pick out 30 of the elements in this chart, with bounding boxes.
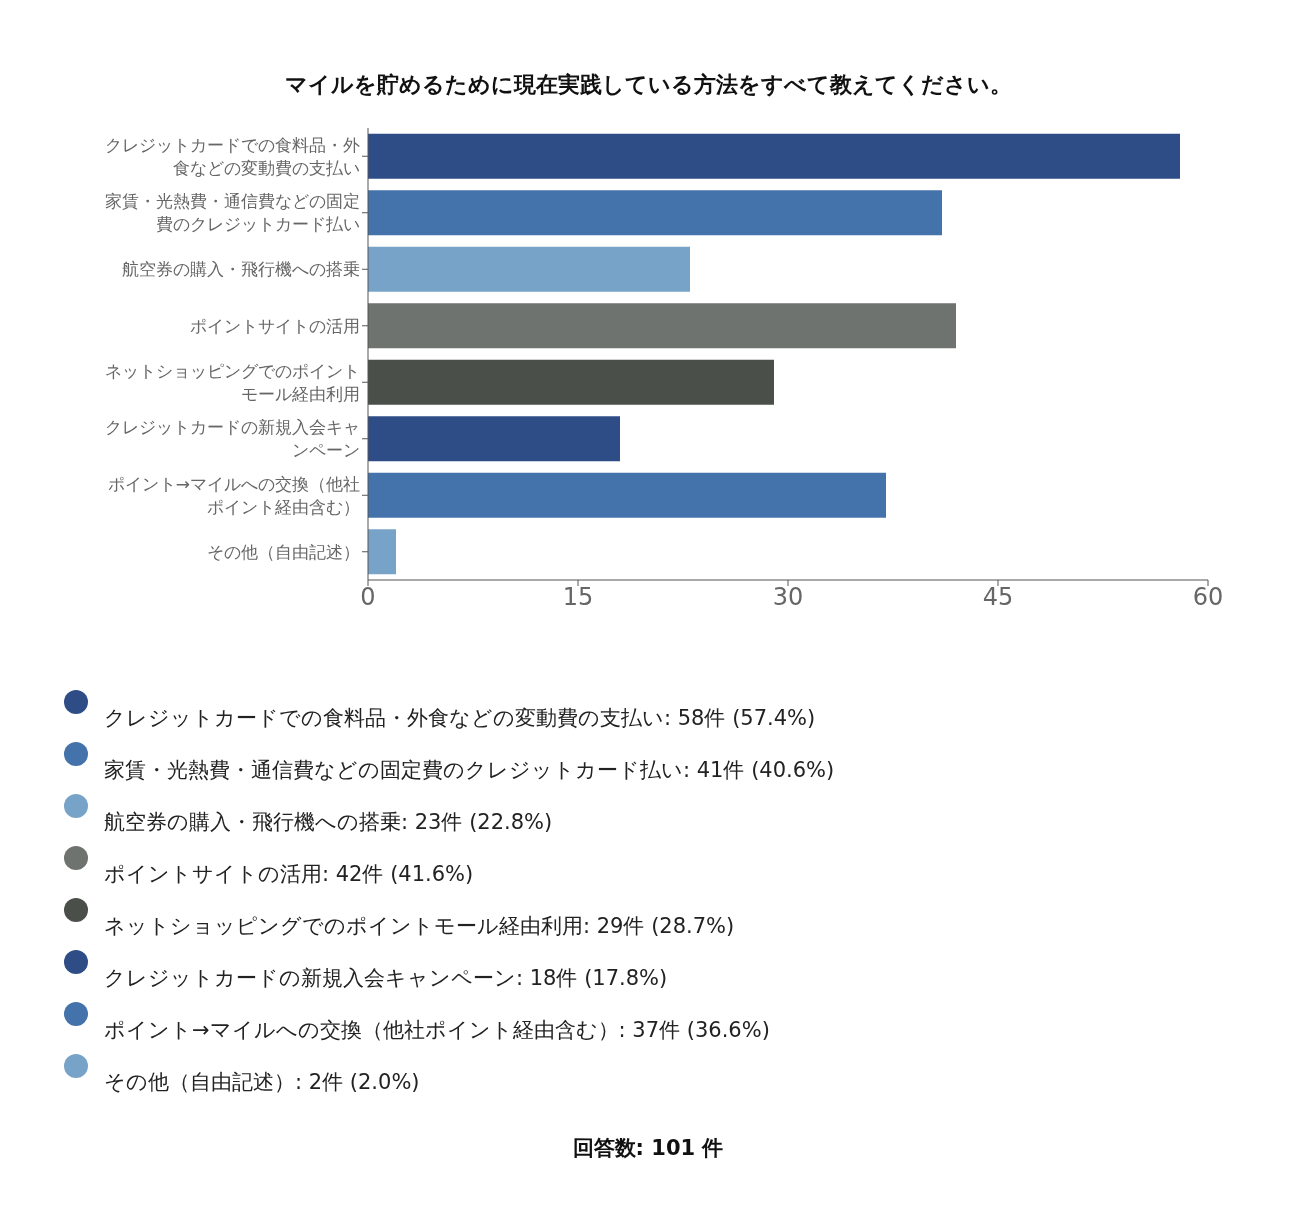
y-tick-label: クレジットカードの新規入会キャンペーン — [105, 417, 360, 461]
y-tick-label: クレジットカードでの食料品・外食などの変動費の支払い — [105, 134, 360, 178]
text: その他（自由記述）: 2件 (2.0%) — [104, 1069, 420, 1096]
y-tick-label: 航空券の購入・飛行機への搭乗 — [122, 259, 360, 280]
y-tick-label: その他（自由記述） — [207, 541, 360, 562]
x-tick-label: 60 — [1192, 583, 1224, 612]
x-tick-label: 15 — [562, 583, 594, 612]
bar — [368, 529, 396, 575]
bar — [368, 246, 690, 292]
y-tick-label: ポイントサイトの活用 — [190, 315, 360, 336]
bar — [368, 190, 942, 236]
y-tick-label: ネットショッピングでのポイントモール経由利用 — [105, 360, 360, 404]
x-tick-label: 0 — [360, 583, 376, 612]
chart-title: マイルを貯めるために現在実践している方法をすべて教えてください。 — [283, 71, 1013, 99]
text: ネットショッピングでのポイントモール経由利用: 29件 (28.7%) — [104, 913, 735, 940]
bar — [368, 303, 956, 349]
bar — [368, 472, 886, 518]
text: 航空券の購入・飛行機への搭乗: 23件 (22.8%) — [104, 809, 553, 836]
x-tick-label: 45 — [982, 583, 1014, 612]
text: 回答数: 101 件 — [571, 1135, 725, 1162]
text: ポイント→マイルへの交換（他社ポイント経由含む）: 37件 (36.6%) — [104, 1017, 770, 1044]
text: 家賃・光熱費・通信費などの固定費のクレジットカード払い: 41件 (40.6%) — [104, 757, 835, 784]
y-tick-label: 家賃・光熱費・通信費などの固定費のクレジットカード払い — [105, 191, 360, 235]
bar — [368, 133, 1180, 179]
bar — [368, 416, 620, 462]
text: クレジットカードの新規入会キャンペーン: 18件 (17.8%) — [104, 965, 668, 992]
x-tick-label: 30 — [772, 583, 804, 612]
text: クレジットカードでの食料品・外食などの変動費の支払い: 58件 (57.4%) — [104, 705, 816, 732]
text: ポイントサイトの活用: 42件 (41.6%) — [104, 861, 474, 888]
y-tick-label: ポイント→マイルへの交換（他社ポイント経由含む） — [107, 473, 360, 517]
